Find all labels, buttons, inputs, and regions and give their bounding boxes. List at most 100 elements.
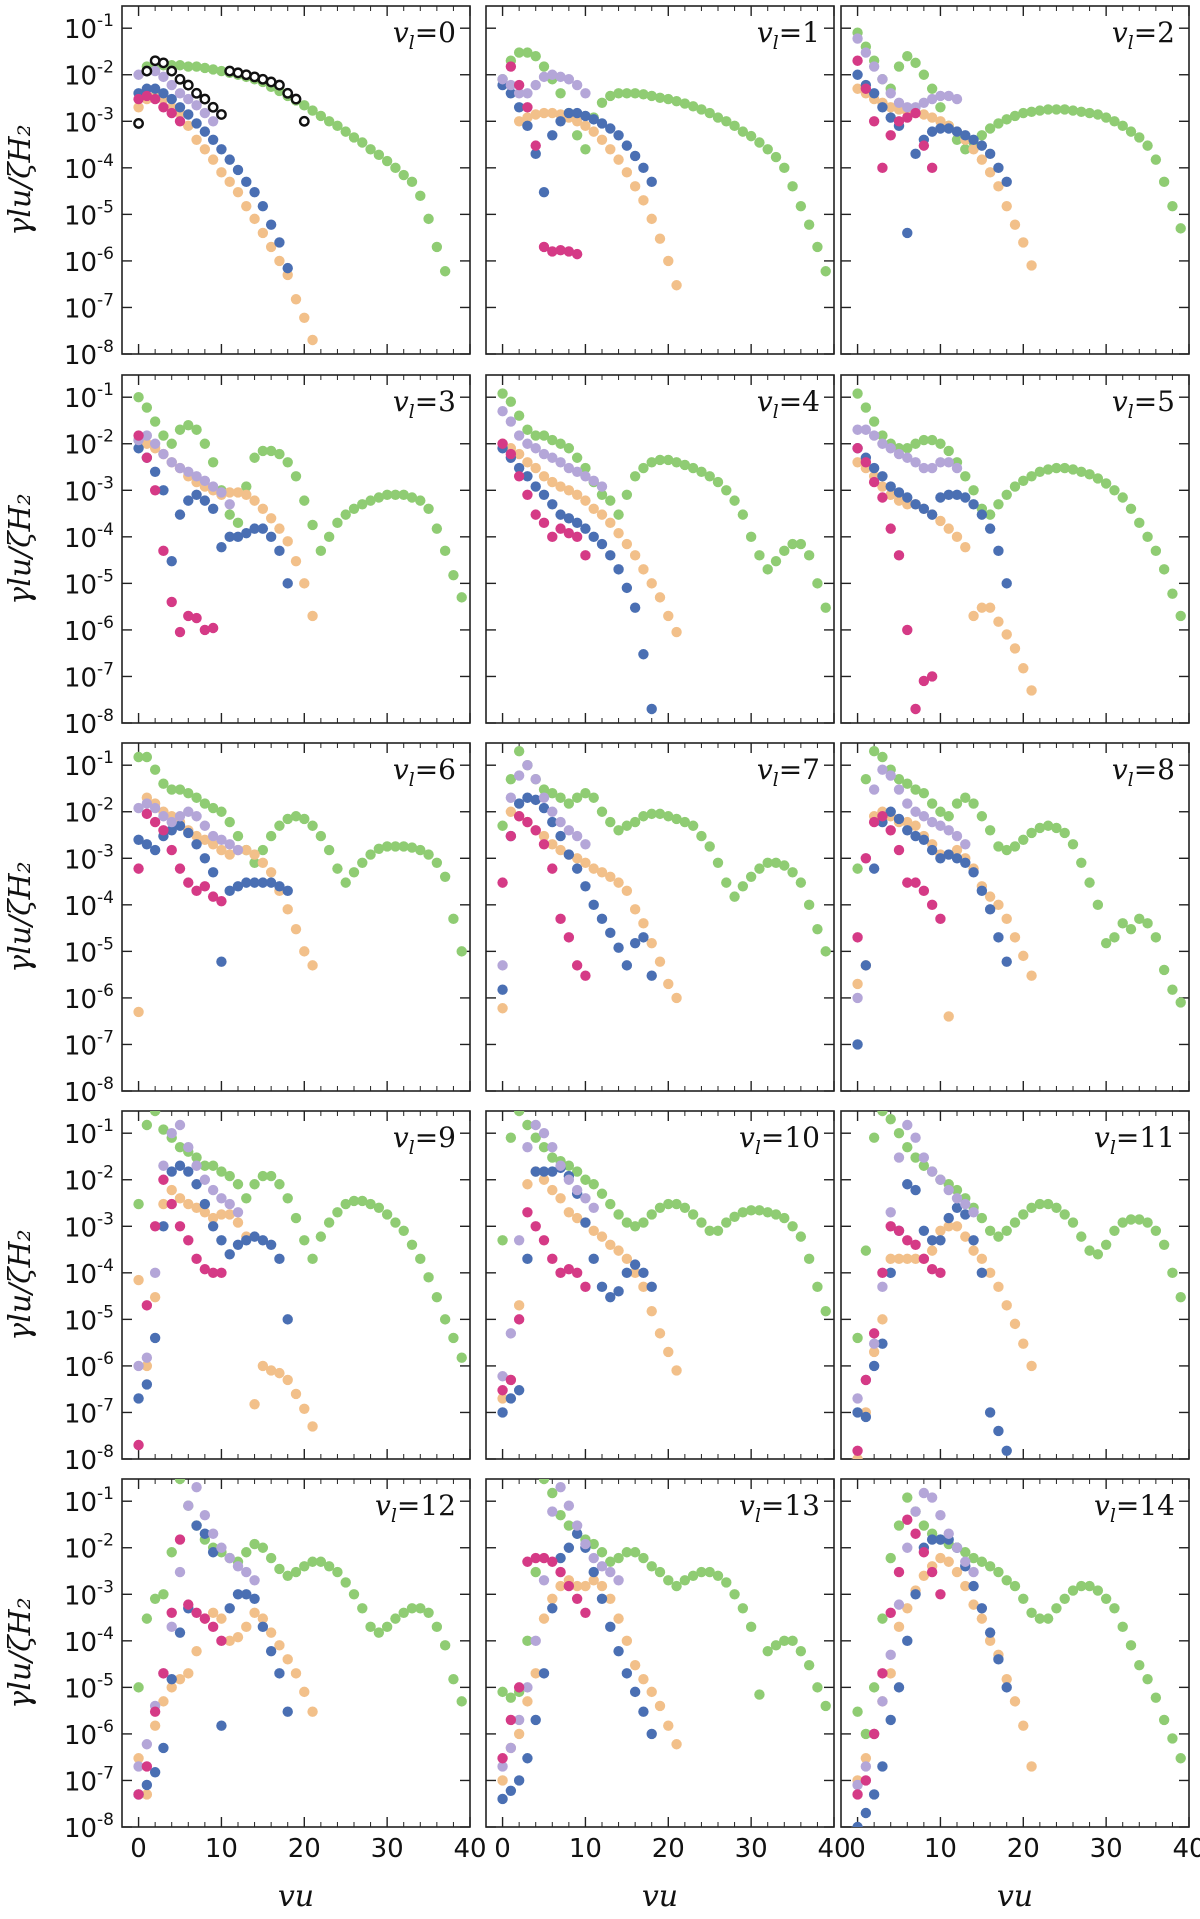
data-point xyxy=(191,134,202,146)
data-point xyxy=(984,1267,996,1279)
data-point xyxy=(538,471,550,482)
data-point xyxy=(182,79,194,91)
data-point xyxy=(299,578,310,589)
data-point xyxy=(207,622,219,634)
data-point xyxy=(547,1184,558,1196)
data-point xyxy=(133,1682,144,1693)
data-point xyxy=(365,144,376,155)
data-point xyxy=(357,857,368,869)
data-point xyxy=(968,1245,979,1256)
data-point xyxy=(158,448,169,460)
data-point xyxy=(513,410,525,421)
data-point xyxy=(166,784,177,795)
markers xyxy=(133,1479,467,1800)
data-point xyxy=(926,126,938,137)
data-point xyxy=(877,438,888,449)
data-point xyxy=(910,107,921,119)
data-point xyxy=(893,61,905,72)
x-tick-label: 20 xyxy=(1007,1834,1040,1864)
data-point xyxy=(174,1160,186,1171)
data-point xyxy=(605,1556,616,1567)
data-point xyxy=(571,863,583,874)
data-point xyxy=(877,74,888,85)
data-point xyxy=(406,842,418,853)
data-point xyxy=(216,1720,227,1731)
data-point xyxy=(629,1221,641,1232)
data-point xyxy=(902,624,913,636)
data-point xyxy=(943,1528,954,1539)
data-point xyxy=(133,1761,144,1772)
data-point xyxy=(563,462,575,474)
data-point xyxy=(646,1305,657,1317)
data-point xyxy=(968,144,979,155)
data-point xyxy=(522,438,533,449)
x-tick-label: 30 xyxy=(1090,1834,1123,1864)
data-point xyxy=(133,802,144,814)
data-point xyxy=(216,167,227,178)
data-point xyxy=(265,1170,277,1182)
data-point xyxy=(563,1174,575,1185)
x-axis-title: vu xyxy=(278,1879,314,1914)
series-magenta xyxy=(133,808,227,907)
data-point xyxy=(547,1556,558,1567)
data-point xyxy=(149,65,161,77)
data-point xyxy=(207,830,219,842)
data-point xyxy=(191,1202,202,1213)
data-point xyxy=(183,788,194,799)
data-point xyxy=(216,1166,227,1177)
data-point xyxy=(1134,517,1145,529)
data-point xyxy=(530,1166,541,1177)
data-point xyxy=(762,857,773,869)
axis-ticks xyxy=(485,6,835,355)
data-point xyxy=(149,1706,161,1717)
x-tick-label: 30 xyxy=(371,1834,404,1864)
data-point xyxy=(1026,1360,1037,1372)
data-point xyxy=(563,527,575,539)
data-point xyxy=(770,1209,782,1220)
data-point xyxy=(149,55,161,67)
data-point xyxy=(133,1439,144,1451)
data-point xyxy=(968,798,979,809)
data-point xyxy=(737,509,749,520)
data-point xyxy=(538,1613,550,1624)
data-point xyxy=(638,1217,649,1228)
data-point xyxy=(1076,1580,1087,1592)
data-point xyxy=(207,116,219,127)
data-point xyxy=(415,1603,426,1614)
data-point xyxy=(820,1700,831,1712)
data-point xyxy=(522,489,533,501)
data-point xyxy=(373,149,385,161)
data-point xyxy=(290,555,302,567)
panel: 10-110-210-310-410-510-610-710-8vl=0 xyxy=(64,5,471,371)
data-point xyxy=(1150,154,1162,165)
data-point xyxy=(299,1403,310,1414)
markers xyxy=(852,27,1186,271)
data-point xyxy=(299,1235,310,1246)
data-point xyxy=(613,1645,624,1657)
data-point xyxy=(943,1011,954,1022)
data-point xyxy=(530,148,541,160)
data-point xyxy=(216,1209,227,1220)
data-point xyxy=(803,1659,815,1671)
data-point xyxy=(1150,932,1162,943)
data-point xyxy=(547,816,558,828)
data-point xyxy=(910,457,921,468)
data-point xyxy=(885,443,896,454)
data-point xyxy=(1018,475,1029,486)
data-point xyxy=(968,499,979,510)
data-point xyxy=(571,116,583,127)
data-point xyxy=(505,61,517,72)
data-point xyxy=(1076,857,1087,869)
data-point xyxy=(232,1217,244,1228)
data-point xyxy=(1117,120,1128,132)
data-point xyxy=(663,1198,674,1210)
series-lavender xyxy=(133,430,235,510)
data-point xyxy=(141,83,153,94)
data-point xyxy=(613,942,624,953)
data-point xyxy=(398,1607,409,1619)
data-point xyxy=(951,1566,963,1578)
data-point xyxy=(918,1160,930,1171)
data-point xyxy=(770,1640,782,1651)
data-point xyxy=(191,1179,202,1190)
